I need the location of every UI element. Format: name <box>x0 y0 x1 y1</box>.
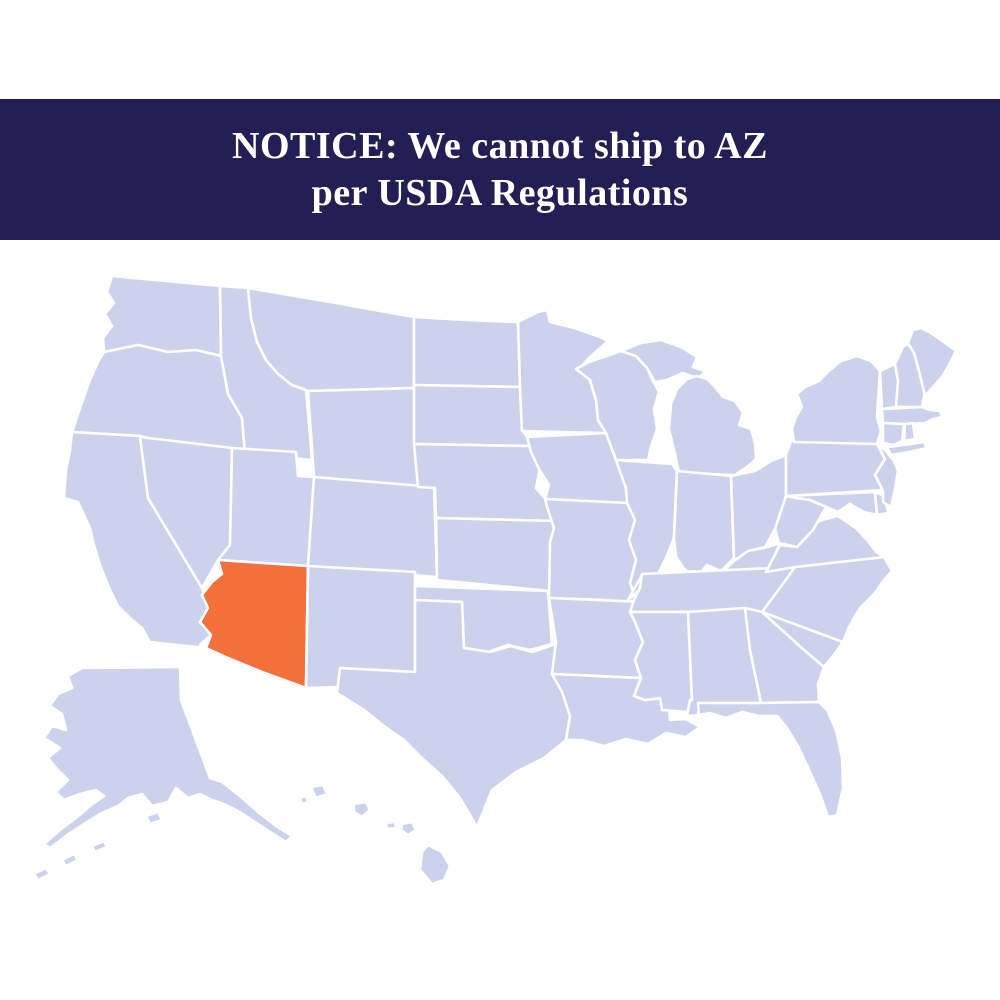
state-mississippi <box>628 610 694 714</box>
state-new-york-long-island <box>885 440 929 457</box>
state-indiana <box>672 469 736 579</box>
state-michigan <box>667 374 758 477</box>
state-new-york <box>790 354 883 446</box>
state-montana <box>246 286 416 393</box>
state-massachusetts <box>880 405 944 426</box>
state-connecticut <box>881 421 906 447</box>
state-michigan-upper <box>619 338 707 384</box>
state-north-carolina <box>760 555 894 644</box>
state-wyoming <box>306 386 424 489</box>
state-alaska <box>42 665 294 850</box>
hawaii-oahu <box>352 800 372 819</box>
state-utah <box>216 446 316 568</box>
state-north-dakota <box>412 315 522 389</box>
notice-line-1: NOTICE: We cannot ship to AZ <box>232 124 768 167</box>
state-south-dakota <box>412 383 531 448</box>
notice-banner: NOTICE: We cannot ship to AZ per USDA Re… <box>0 99 1000 240</box>
state-washington <box>101 274 223 358</box>
state-wisconsin <box>574 349 661 462</box>
state-arizona <box>198 558 310 690</box>
notice-line-2: per USDA Regulations <box>311 171 689 214</box>
hawaii-niihau <box>298 794 310 806</box>
alaska-aleutian-island <box>90 839 109 854</box>
states-group <box>32 274 958 886</box>
hawaii-kauai <box>309 783 329 800</box>
state-texas <box>335 598 572 829</box>
state-maine <box>906 326 958 398</box>
hawaii-big-island <box>418 843 452 886</box>
state-colorado <box>306 475 439 579</box>
hawaii-maui <box>399 820 418 837</box>
alaska-kodiak-island <box>144 810 164 826</box>
state-new-jersey <box>873 442 900 509</box>
hawaii-molokai <box>384 820 398 831</box>
state-pennsylvania <box>784 439 887 498</box>
state-florida <box>696 700 845 819</box>
state-rhode-island <box>902 421 917 443</box>
alaska-aleutian-island <box>32 866 52 882</box>
state-arkansas <box>547 596 645 680</box>
state-kansas <box>434 516 566 593</box>
alaska-aleutian-island <box>60 852 80 868</box>
